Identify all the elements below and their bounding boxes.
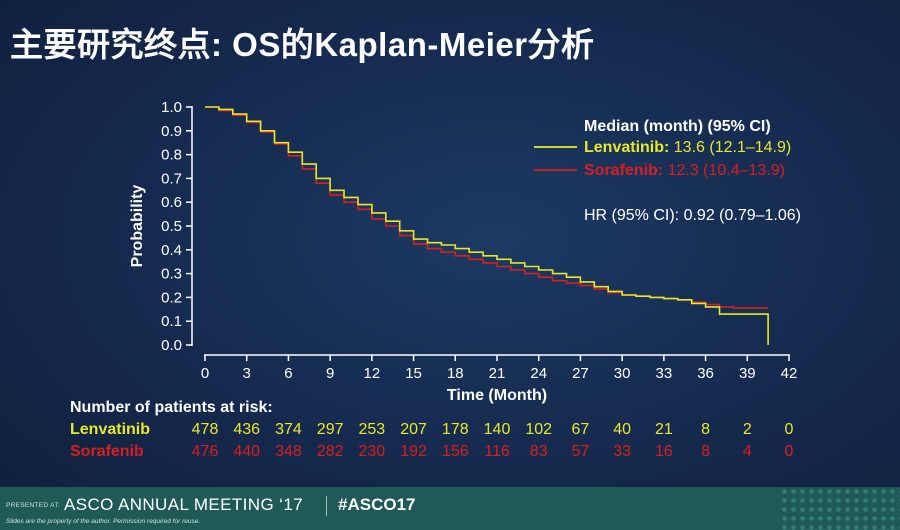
risk-value-sorafenib: 16	[654, 443, 673, 460]
risk-value-sorafenib: 230	[358, 443, 386, 460]
risk-value-lenvatinib: 8	[701, 421, 711, 438]
y-tick-label: 0.7	[161, 170, 182, 187]
y-tick-label: 1.0	[161, 99, 182, 116]
risk-value-lenvatinib: 436	[233, 421, 261, 438]
x-tick-label: 15	[405, 365, 422, 382]
y-tick-label: 0.4	[161, 242, 182, 259]
risk-row-label-sorafenib: Sorafenib	[70, 443, 144, 460]
footer-dot-pattern	[780, 487, 900, 530]
x-tick-label: 24	[530, 365, 547, 382]
risk-value-lenvatinib: 478	[191, 421, 219, 438]
x-tick-label: 42	[781, 365, 798, 382]
y-tick-label: 0.6	[161, 194, 182, 211]
x-axis-label: Time (Month)	[447, 387, 547, 404]
y-tick-label: 0.2	[161, 289, 182, 306]
risk-value-lenvatinib: 40	[613, 421, 632, 438]
legend-entry-sorafenib: Sorafenib: 12.3 (10.4–13.9)	[584, 162, 785, 179]
risk-value-sorafenib: 33	[613, 443, 632, 460]
x-tick-label: 18	[447, 365, 464, 382]
risk-value-lenvatinib: 102	[525, 421, 553, 438]
risk-value-sorafenib: 4	[742, 443, 752, 460]
slide-title: 主要研究终点: OS的Kaplan-Meier分析	[10, 26, 595, 63]
x-tick-label: 6	[284, 365, 292, 382]
risk-value-lenvatinib: 297	[316, 421, 344, 438]
risk-table-title: Number of patients at risk:	[70, 399, 273, 416]
risk-row-label-lenvatinib: Lenvatinib	[70, 421, 151, 438]
km-chart: 0.00.10.20.30.40.50.60.70.80.91.00 3 6 9 12 1…	[129, 99, 801, 404]
y-tick-label: 0.8	[161, 147, 182, 164]
legend-entry-lenvatinib: Lenvatinib: 13.6 (12.1–14.9)	[584, 139, 791, 156]
x-tick-label: 0	[201, 365, 209, 382]
risk-value-lenvatinib: 140	[483, 421, 511, 438]
y-tick-label: 0.9	[161, 123, 182, 140]
presented-at-label: PRESENTED AT:	[6, 502, 60, 509]
risk-value-sorafenib: 8	[701, 443, 711, 460]
risk-value-sorafenib: 192	[400, 443, 427, 460]
x-tick-label: 21	[489, 365, 506, 382]
risk-value-sorafenib: 57	[571, 443, 590, 460]
x-tick-label: 27	[572, 365, 589, 382]
y-tick-label: 0.1	[161, 313, 182, 330]
footer-divider	[326, 496, 327, 516]
risk-value-lenvatinib: 178	[441, 421, 469, 438]
risk-value-sorafenib: 83	[529, 443, 548, 460]
risk-value-lenvatinib: 2	[742, 421, 752, 438]
x-tick-label: 12	[364, 365, 381, 382]
x-tick-label: 3	[243, 365, 251, 382]
legend-header: Median (month) (95% CI)	[584, 118, 771, 135]
risk-value-sorafenib: 116	[484, 443, 510, 460]
risk-value-lenvatinib: 374	[275, 421, 302, 438]
hazard-ratio-annotation: HR (95% CI): 0.92 (0.79–1.06)	[584, 207, 801, 224]
y-axis-label: Probability	[129, 185, 146, 268]
meeting-hashtag: #ASCO17	[338, 495, 416, 514]
x-tick-label: 36	[697, 365, 714, 382]
risk-value-sorafenib: 0	[784, 443, 794, 460]
risk-value-lenvatinib: 0	[784, 421, 794, 438]
risk-value-sorafenib: 156	[441, 443, 469, 460]
footer: PRESENTED AT: ASCO ANNUAL MEETING ‘17 #A…	[0, 487, 900, 530]
risk-value-lenvatinib: 21	[654, 421, 673, 438]
x-tick-label: 9	[326, 365, 334, 382]
footer-fine-print: Slides are the property of the author. P…	[6, 518, 201, 525]
risk-value-sorafenib: 282	[316, 443, 344, 460]
y-tick-label: 0.0	[161, 337, 182, 354]
y-tick-label: 0.3	[161, 266, 182, 283]
x-tick-label: 33	[656, 365, 673, 382]
risk-value-lenvatinib: 253	[358, 421, 386, 438]
x-tick-label: 30	[614, 365, 631, 382]
risk-value-sorafenib: 476	[191, 443, 219, 460]
risk-value-lenvatinib: 207	[400, 421, 427, 438]
meeting-name: ASCO ANNUAL MEETING ‘17	[64, 495, 304, 514]
risk-value-sorafenib: 348	[275, 443, 302, 460]
km-curve-lenvatinib	[205, 106, 769, 345]
risk-value-lenvatinib: 67	[571, 421, 590, 438]
risk-value-sorafenib: 440	[233, 443, 261, 460]
x-tick-label: 39	[739, 365, 756, 382]
y-tick-label: 0.5	[161, 218, 182, 235]
